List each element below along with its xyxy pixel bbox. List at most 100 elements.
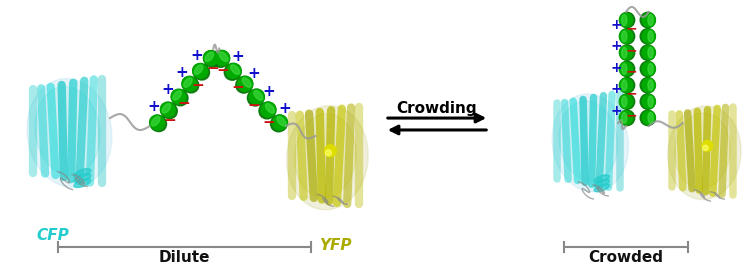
Text: YFP: YFP [319,238,352,253]
Ellipse shape [620,30,633,43]
Ellipse shape [173,91,181,100]
Ellipse shape [160,102,177,119]
Ellipse shape [648,64,653,74]
Ellipse shape [559,101,618,181]
Ellipse shape [325,145,336,157]
Text: −: − [625,22,636,36]
Ellipse shape [621,80,627,91]
Ellipse shape [150,115,165,130]
Ellipse shape [325,150,331,156]
Ellipse shape [643,95,655,108]
Ellipse shape [261,102,276,117]
Ellipse shape [27,78,112,187]
Text: +: + [278,101,291,116]
Ellipse shape [619,110,635,125]
Ellipse shape [620,62,633,76]
Ellipse shape [294,114,356,198]
Ellipse shape [182,76,199,93]
Ellipse shape [640,29,655,44]
Ellipse shape [643,111,655,125]
Ellipse shape [193,64,208,78]
Ellipse shape [594,175,609,183]
Ellipse shape [182,77,196,91]
Text: −: − [625,43,636,57]
Text: +: + [610,104,622,118]
Ellipse shape [620,111,633,125]
Ellipse shape [621,64,627,74]
Ellipse shape [226,64,241,78]
Ellipse shape [238,77,253,91]
Text: −: − [625,108,636,122]
Ellipse shape [619,45,635,60]
Ellipse shape [287,106,368,210]
Ellipse shape [213,50,230,67]
Ellipse shape [648,31,653,42]
Text: Dilute: Dilute [159,250,210,265]
Text: −: − [625,65,636,79]
Ellipse shape [675,113,730,189]
Ellipse shape [203,50,220,67]
Ellipse shape [265,104,274,113]
Text: −: − [192,78,205,93]
Text: +: + [610,83,622,96]
Ellipse shape [270,115,288,132]
Ellipse shape [620,13,633,27]
Ellipse shape [214,51,230,65]
Ellipse shape [171,89,186,104]
Ellipse shape [205,52,214,61]
Ellipse shape [621,112,627,123]
Ellipse shape [619,29,635,44]
Text: +: + [162,82,174,97]
Ellipse shape [194,65,203,74]
Ellipse shape [619,94,635,109]
Text: +: + [610,61,622,75]
Ellipse shape [619,77,635,93]
Ellipse shape [643,13,655,27]
Ellipse shape [149,115,167,132]
Ellipse shape [219,52,228,61]
Text: −: − [247,97,260,112]
Text: +: + [610,18,622,32]
Text: −: − [232,80,245,95]
Ellipse shape [230,65,239,74]
Ellipse shape [648,96,653,107]
Ellipse shape [640,110,655,125]
Ellipse shape [277,116,286,126]
Text: +: + [248,66,260,81]
Ellipse shape [643,30,655,43]
Ellipse shape [254,91,263,100]
Ellipse shape [667,106,741,200]
Ellipse shape [619,61,635,77]
Text: −: − [625,86,636,100]
Ellipse shape [74,179,91,187]
Text: +: + [232,49,245,64]
Ellipse shape [640,45,655,60]
Ellipse shape [643,62,655,76]
Ellipse shape [620,78,633,92]
Ellipse shape [621,31,627,42]
Ellipse shape [74,169,91,178]
Text: +: + [190,48,203,63]
Ellipse shape [640,77,655,93]
Ellipse shape [35,87,100,175]
Ellipse shape [151,116,160,126]
Ellipse shape [621,47,627,58]
Ellipse shape [273,115,288,130]
Ellipse shape [224,63,242,80]
Text: Crowding: Crowding [396,101,477,116]
Ellipse shape [620,95,633,108]
Ellipse shape [594,184,609,192]
Text: −: − [163,113,176,128]
Ellipse shape [648,80,653,91]
Text: CFP: CFP [36,228,69,243]
Ellipse shape [171,89,188,106]
Ellipse shape [643,78,655,92]
Text: +: + [147,100,160,115]
Ellipse shape [619,12,635,28]
Ellipse shape [242,78,251,87]
Ellipse shape [162,104,171,113]
Text: −: − [206,61,219,76]
Text: −: − [217,63,229,78]
Ellipse shape [74,174,91,183]
Ellipse shape [621,96,627,107]
